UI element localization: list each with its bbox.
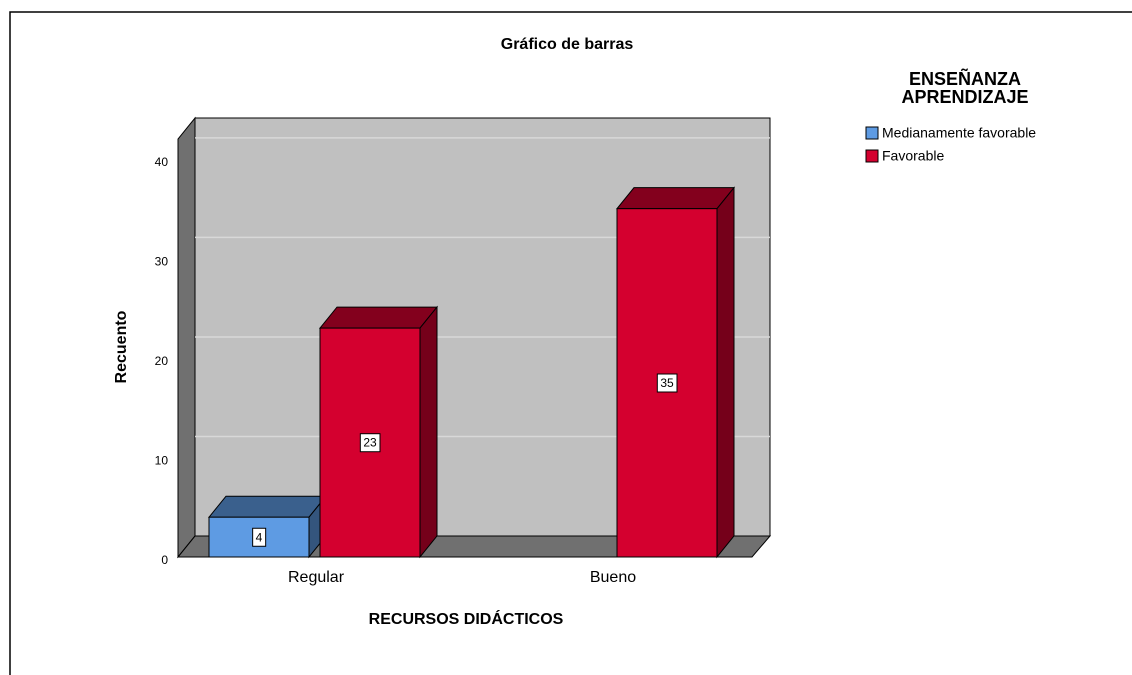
- x-axis-title: RECURSOS DIDÁCTICOS: [369, 609, 564, 628]
- bar-top: [207, 495, 328, 518]
- legend-label: Medianamente favorable: [882, 125, 1036, 141]
- y-tick-label: 30: [155, 255, 169, 269]
- x-tick-label: Regular: [288, 569, 345, 586]
- value-label: 23: [363, 436, 377, 450]
- left-wall: [177, 116, 196, 559]
- chart-title: Gráfico de barras: [501, 36, 634, 53]
- value-label-box: [359, 433, 381, 453]
- value-label: 4: [256, 530, 263, 544]
- bar-side: [716, 186, 735, 559]
- legend-title: ENSEÑANZA APRENDIZAJE: [901, 69, 1029, 107]
- legend-swatch: [865, 126, 879, 140]
- y-tick-label: 20: [155, 354, 169, 368]
- y-tick-label: 10: [155, 454, 169, 468]
- bar-top: [318, 306, 439, 329]
- y-axis-title: Recuento: [113, 310, 130, 383]
- value-label-box: [656, 373, 678, 393]
- legend-label: Favorable: [882, 148, 944, 164]
- y-tick-label: 0: [161, 553, 168, 567]
- legend-swatch: [865, 149, 879, 163]
- value-label: 35: [660, 376, 674, 390]
- bar-top: [615, 187, 736, 210]
- frame: [9, 11, 1132, 675]
- bar-side: [419, 305, 438, 559]
- value-label-box: [252, 527, 267, 547]
- y-tick-label: 40: [155, 155, 169, 169]
- x-tick-label: Bueno: [590, 569, 636, 586]
